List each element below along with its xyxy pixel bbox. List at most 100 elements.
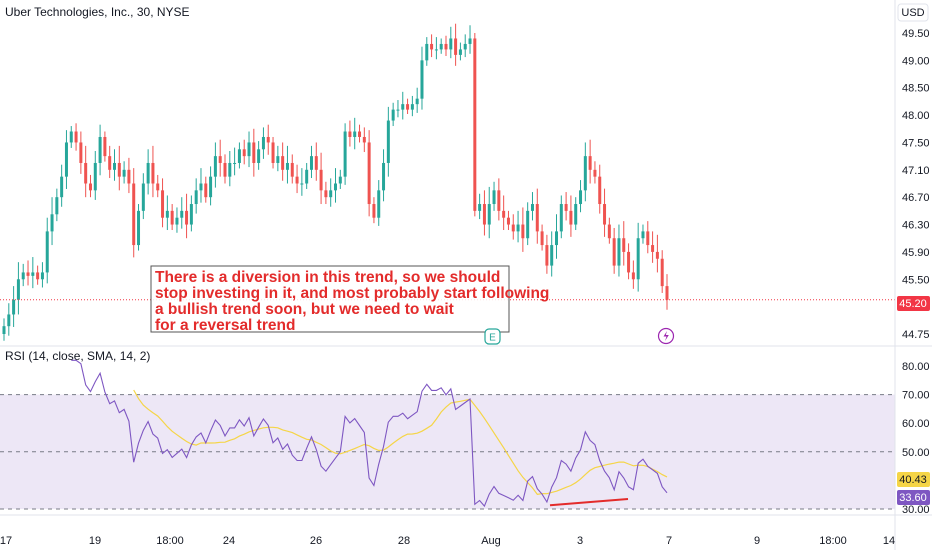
candle-body [156, 183, 160, 191]
earnings-marker-label: E [489, 333, 496, 344]
earnings-marker[interactable] [484, 328, 501, 345]
candle-body [516, 224, 520, 232]
candle-body [242, 149, 246, 157]
candle-body [132, 183, 136, 246]
price-tick-label: 46.70 [902, 192, 930, 204]
candle-body [7, 314, 11, 327]
candle-body [189, 204, 193, 225]
candle-body [98, 136, 102, 163]
candle-body [209, 176, 213, 198]
candle-body [180, 210, 184, 218]
candle-body [353, 131, 357, 137]
candle-body [2, 326, 6, 334]
candle-body [449, 38, 453, 50]
price-tick-label: 49.50 [902, 28, 930, 40]
price-tick-label: 47.50 [902, 137, 930, 149]
candle-body [170, 210, 174, 225]
candle-body [305, 169, 309, 184]
candle-body [367, 142, 371, 205]
price-tick-label: 44.75 [902, 329, 930, 341]
currency-button[interactable] [897, 3, 929, 22]
candle-body [165, 210, 169, 218]
candle-body [223, 162, 227, 177]
lightning-glyph [663, 331, 669, 341]
candle-body [26, 272, 30, 276]
candle-body [550, 245, 554, 266]
candle-body [511, 224, 515, 232]
candle-body [113, 162, 116, 170]
candle-body [233, 162, 237, 164]
candle-body [204, 183, 208, 198]
rsi-sma-tag [897, 472, 930, 487]
candle-body [454, 38, 458, 55]
annotation-line-1: There is a diversion in this trend, so w… [155, 269, 500, 286]
candle-body [579, 190, 583, 205]
candle-body [564, 204, 568, 211]
candle-body [334, 183, 337, 191]
candle-body [473, 38, 477, 211]
rsi-tick-label: 80.00 [902, 361, 930, 373]
time-axis[interactable]: 17 19 18:00 24 26 28 Aug 3 7 9 18:00 14 [0, 535, 895, 547]
candle-body [141, 183, 145, 211]
candle-body [382, 162, 386, 191]
time-tick-label: 28 [398, 535, 410, 547]
candle-body [50, 214, 54, 232]
candle-body [588, 156, 592, 170]
rsi-line [71, 359, 668, 508]
candle-body [526, 210, 530, 239]
currency-label[interactable]: USD [901, 7, 924, 19]
candle-body [21, 272, 25, 280]
rsi-tick-label: 50.00 [902, 447, 930, 459]
candle-body [377, 190, 381, 218]
candle-body [627, 251, 631, 273]
candle-body [583, 156, 587, 191]
candle-body [60, 176, 64, 198]
candle-body [74, 131, 78, 143]
candle-body [69, 131, 73, 143]
time-tick-label: 24 [223, 535, 235, 547]
candle-body [358, 131, 362, 137]
candle-body [641, 231, 645, 239]
time-tick-label: Aug [481, 535, 501, 547]
rsi-tick-label: 60.00 [902, 418, 930, 430]
candle-body [530, 204, 534, 211]
candle-body [617, 238, 621, 266]
annotation-box[interactable] [150, 265, 510, 333]
candle-body [31, 272, 35, 276]
candle-body [79, 142, 83, 163]
candle-body [545, 245, 549, 266]
candle-body [127, 169, 131, 184]
candle-body [252, 142, 256, 163]
candle-body [271, 142, 275, 163]
candle-body [463, 43, 467, 50]
candle-body [185, 210, 189, 225]
price-axis[interactable]: 49.50 49.00 48.50 48.00 47.50 47.10 46.70 46.30… [902, 28, 930, 341]
candle-body [607, 224, 611, 239]
candle-body [555, 231, 558, 246]
candle-body [329, 190, 333, 198]
price-tick-label: 49.00 [902, 55, 930, 67]
price-candles [2, 23, 669, 341]
candle-body [247, 142, 251, 157]
candle-body [309, 156, 313, 170]
price-tick-label: 48.00 [902, 110, 930, 122]
candle-body [603, 204, 607, 225]
time-tick-label: 26 [310, 535, 322, 547]
price-tick-label: 46.30 [902, 220, 930, 232]
candle-body [122, 169, 126, 177]
candle-body [502, 210, 506, 218]
candle-body [492, 190, 496, 205]
candle-body [257, 149, 261, 163]
candle-body [569, 210, 573, 225]
price-tick-label: 47.10 [902, 165, 930, 177]
candle-body [237, 149, 241, 163]
candle-body [16, 279, 20, 300]
time-tick-label: 18:00 [156, 535, 184, 547]
candle-body [88, 183, 92, 191]
candle-body [161, 190, 165, 218]
candle-body [319, 169, 323, 191]
candle-body [665, 286, 669, 300]
candle-body [593, 169, 597, 177]
